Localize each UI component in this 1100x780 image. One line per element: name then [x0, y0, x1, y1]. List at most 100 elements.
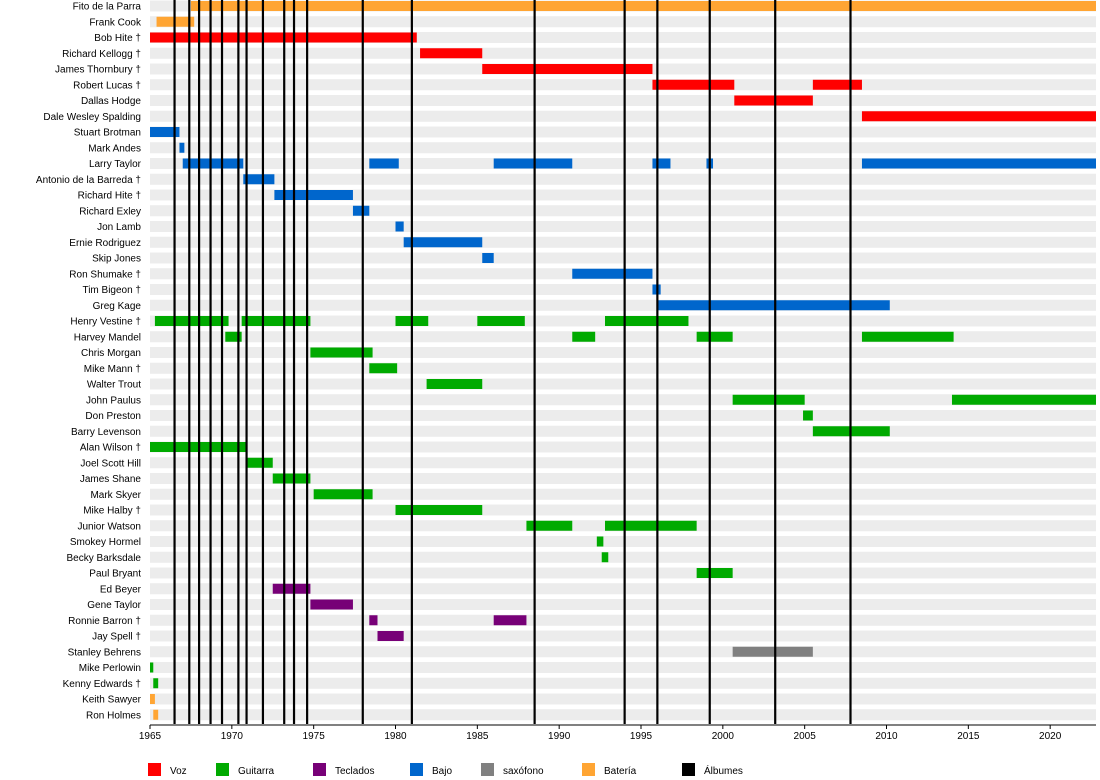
member-bar-voz [734, 95, 813, 106]
member-bar-guitarra [150, 662, 154, 673]
member-bar-guitarra [477, 316, 525, 326]
member-bar-bajo [493, 158, 573, 169]
row-stripe [150, 504, 1096, 516]
member-name: Jay Spell † [92, 632, 141, 643]
x-tick-label: 2015 [957, 731, 980, 742]
member-bar-bajo [403, 237, 483, 248]
x-tick-label: 1965 [139, 731, 162, 742]
member-bar-bateria [150, 694, 155, 704]
x-tick-label: 1990 [548, 731, 571, 742]
member-bar-bajo [652, 158, 671, 169]
x-tick-label: 2010 [875, 731, 898, 742]
legend-swatch-guitarra [216, 763, 229, 776]
member-bar-bajo [182, 158, 244, 169]
member-bar-guitarra [572, 331, 596, 342]
row-stripe [150, 709, 1096, 721]
member-bar-bajo [861, 158, 1096, 169]
member-name: Ronnie Barron † [68, 616, 141, 627]
member-bar-bajo [274, 190, 353, 200]
legend-swatch-albumes [682, 763, 695, 776]
member-bar-guitarra [596, 536, 604, 547]
member-bar-guitarra [696, 331, 733, 342]
legend-swatch-saxofono [481, 763, 494, 776]
member-labels: Fito de la Parra Frank Cook Bob Hite † Rich… [36, 2, 142, 722]
member-name: Harvey Mandel [74, 332, 141, 343]
member-bar-guitarra [310, 347, 373, 358]
x-tick-label: 2000 [712, 731, 735, 742]
row-stripe [150, 378, 1096, 390]
member-name: Ernie Rodriguez [69, 238, 141, 249]
x-tick-label: 1970 [221, 731, 244, 742]
member-bar-guitarra [696, 568, 733, 578]
member-bar-guitarra [861, 331, 954, 342]
member-bar-guitarra [601, 552, 609, 563]
member-name: Henry Vestine † [70, 317, 141, 328]
row-stripe [150, 488, 1096, 500]
member-bar-teclados [377, 631, 404, 641]
member-name: Dale Wesley Spalding [43, 112, 141, 123]
member-name: Jon Lamb [97, 222, 141, 233]
legend-label-guitarra: Guitarra [238, 766, 275, 777]
member-name: Ron Shumake † [69, 269, 141, 280]
member-name: Becky Barksdale [67, 553, 142, 564]
member-name: Antonio de la Barreda † [36, 175, 141, 186]
x-tick-label: 2005 [794, 731, 817, 742]
row-stripe [150, 173, 1096, 185]
member-name: Mark Skyer [90, 490, 141, 501]
row-stripe [150, 299, 1096, 311]
member-name: Mike Halby † [83, 506, 141, 517]
member-name: Greg Kage [93, 301, 142, 312]
member-bar-guitarra [272, 473, 311, 484]
row-stripe [150, 457, 1096, 469]
x-tick-label: 1995 [630, 731, 653, 742]
member-bar-guitarra [395, 505, 483, 515]
row-stripe [150, 331, 1096, 343]
legend-label-teclados: Teclados [335, 766, 374, 777]
member-bar-guitarra [604, 520, 697, 531]
row-stripe [150, 205, 1096, 217]
member-bar-guitarra [732, 394, 805, 405]
row-stripe [150, 614, 1096, 626]
row-stripe [150, 646, 1096, 658]
row-stripe [150, 441, 1096, 453]
member-name: Robert Lucas † [73, 80, 141, 91]
row-stripe [150, 677, 1096, 689]
row-stripe [150, 16, 1096, 28]
member-name: Paul Bryant [89, 569, 141, 580]
member-name: Stuart Brotman [74, 128, 141, 139]
member-name: James Shane [80, 474, 142, 485]
x-tick-label: 1980 [384, 731, 407, 742]
x-tick-label: 1985 [466, 731, 489, 742]
row-stripe [150, 221, 1096, 232]
row-stripe [150, 95, 1096, 106]
member-bar-teclados [369, 615, 378, 626]
member-bar-guitarra [154, 316, 229, 326]
member-name: Dallas Hodge [81, 96, 141, 107]
row-stripe [150, 630, 1096, 642]
member-bar-guitarra [225, 331, 242, 342]
row-stripe [150, 158, 1096, 169]
legend-label-bateria: Batería [604, 766, 637, 777]
row-stripe [150, 473, 1096, 484]
x-axis: 1965 1970 1975 1980 1985 1990 1995 2000 2005 2010… [139, 724, 1096, 742]
member-bar-guitarra [313, 489, 373, 500]
member-bar-bajo [482, 253, 494, 263]
row-stripes [150, 0, 1096, 721]
member-name: Richard Exley [79, 206, 141, 217]
member-bar-teclados [310, 599, 353, 610]
member-bar-guitarra [426, 379, 483, 389]
member-name: Larry Taylor [89, 159, 142, 170]
legend: Voz Guitarra Teclados Bajo saxófono Batería Ál… [148, 763, 743, 777]
member-name: Smokey Hormel [70, 537, 141, 548]
row-stripe [150, 425, 1096, 437]
x-tick-label: 2020 [1039, 731, 1062, 742]
member-name: Barry Levenson [71, 427, 141, 438]
member-bar-voz [861, 111, 1096, 122]
member-name: Stanley Behrens [68, 647, 141, 658]
row-stripe [150, 394, 1096, 406]
member-bar-guitarra [241, 316, 311, 326]
member-bar-bateria [153, 709, 159, 720]
member-bar-bajo [352, 205, 370, 216]
member-name: John Paulus [86, 395, 141, 406]
